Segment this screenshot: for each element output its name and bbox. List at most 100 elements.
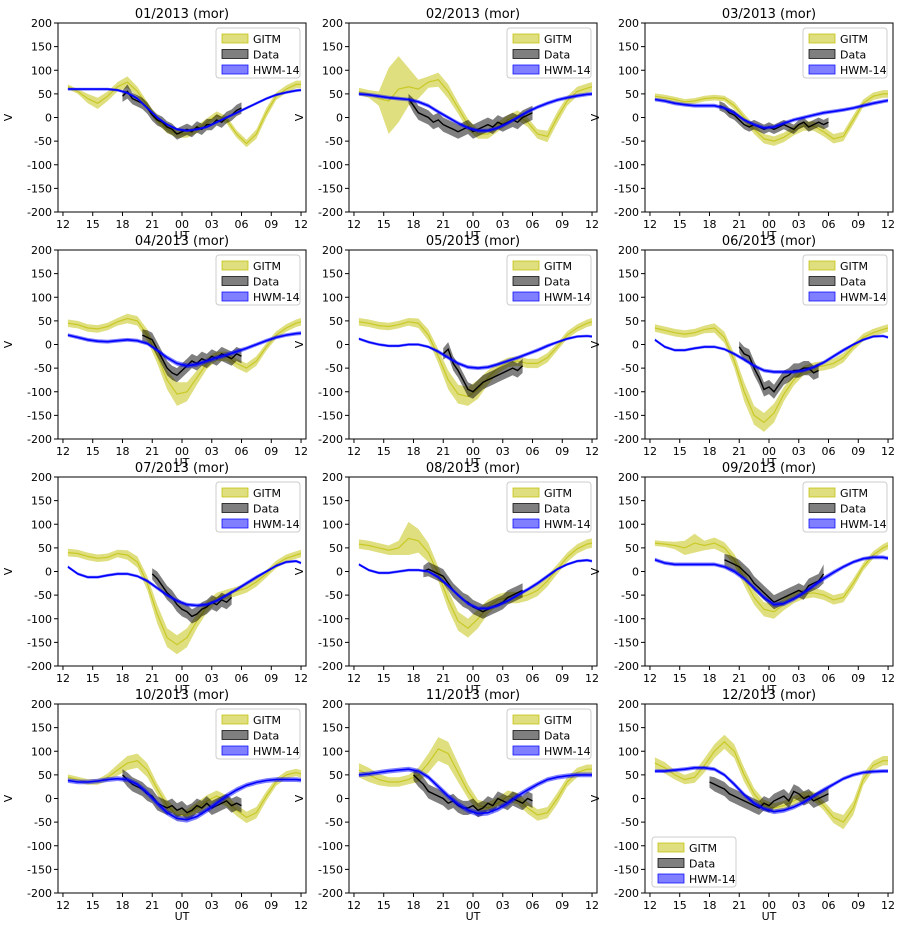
legend-swatch-gitm xyxy=(512,487,540,498)
x-tick-label: 12 xyxy=(56,672,70,685)
legend: GITM Data HWM-14 xyxy=(802,481,888,533)
legend-swatch-data xyxy=(221,503,249,513)
x-tick-label: 18 xyxy=(115,672,129,685)
x-tick-label: 21 xyxy=(436,899,450,912)
y-tick-label: 100 xyxy=(31,745,52,758)
y-tick-label: -50 xyxy=(325,816,343,829)
legend-label-data: Data xyxy=(544,503,570,516)
series-line-gitm xyxy=(654,327,889,424)
series-line-hwm-14 xyxy=(654,335,889,373)
legend-swatch-hwm-14 xyxy=(221,64,249,75)
y-tick-label: -100 xyxy=(27,159,52,172)
series-band-hwm-14 xyxy=(358,334,592,370)
legend-swatch-hwm-14 xyxy=(221,745,249,756)
x-tick-label: 18 xyxy=(406,445,420,458)
legend-swatch-gitm xyxy=(221,487,249,498)
y-tick-label: 200 xyxy=(618,244,639,257)
legend: GITM Data HWM-14 xyxy=(802,254,888,306)
y-tick-label: -50 xyxy=(34,362,52,375)
legend-swatch-hwm-14 xyxy=(808,518,836,529)
legend-label-hwm-14: HWM-14 xyxy=(253,745,300,758)
x-axis-label: UT xyxy=(466,456,481,469)
y-tick-label: 200 xyxy=(322,17,343,30)
x-tick-label: 18 xyxy=(702,672,716,685)
y-tick-label: 150 xyxy=(322,268,343,281)
legend-label-gitm: GITM xyxy=(253,33,281,46)
legend-label-gitm: GITM xyxy=(544,33,572,46)
x-tick-label: 03 xyxy=(205,218,219,231)
x-axis-label: UT xyxy=(466,910,481,923)
x-tick-label: 09 xyxy=(851,445,865,458)
series-band-gitm xyxy=(67,548,302,655)
x-tick-label: 15 xyxy=(377,672,391,685)
series-line-hwm-14 xyxy=(67,88,302,132)
x-tick-label: 09 xyxy=(851,218,865,231)
x-tick-label: 06 xyxy=(822,218,836,231)
y-tick-label: 200 xyxy=(31,471,52,484)
x-tick-label: 00 xyxy=(175,672,189,685)
y-axis-label: V xyxy=(589,113,602,121)
y-tick-label: 0 xyxy=(632,566,639,579)
x-tick-label: 06 xyxy=(822,899,836,912)
x-tick-label: 09 xyxy=(264,445,278,458)
legend-swatch-data xyxy=(221,276,249,286)
x-axis-label: UT xyxy=(175,229,190,242)
legend-label-hwm-14: HWM-14 xyxy=(689,873,736,886)
y-tick-label: 50 xyxy=(38,315,52,328)
panel-11: 11/2013 (mor) -200 -150 -100 -50 0 50 100 150 200… xyxy=(293,688,599,923)
y-tick-label: 0 xyxy=(336,566,343,579)
series-line-hwm-14 xyxy=(358,93,593,132)
series-band-data xyxy=(142,329,242,383)
x-tick-label: 09 xyxy=(555,899,569,912)
y-tick-label: 0 xyxy=(632,112,639,125)
x-tick-label: 06 xyxy=(526,218,540,231)
x-tick-label: 12 xyxy=(294,218,308,231)
x-axis-label: UT xyxy=(466,229,481,242)
legend-label-gitm: GITM xyxy=(840,33,868,46)
x-tick-label: 18 xyxy=(115,899,129,912)
panel-12: 12/2013 (mor) -200 -150 -100 -50 0 50 100 150 200… xyxy=(589,688,895,923)
legend-swatch-hwm-14 xyxy=(221,291,249,302)
x-tick-label: 12 xyxy=(56,218,70,231)
panel-10: 10/2013 (mor) -200 -150 -100 -50 0 50 100 150 200… xyxy=(2,688,308,923)
x-tick-label: 00 xyxy=(466,899,480,912)
series-line-gitm xyxy=(654,542,889,613)
legend-swatch-hwm-14 xyxy=(808,291,836,302)
y-tick-label: -100 xyxy=(614,840,639,853)
y-tick-label: -150 xyxy=(318,636,343,649)
legend-label-data: Data xyxy=(253,503,279,516)
legend-swatch-data xyxy=(512,276,540,286)
y-tick-label: -200 xyxy=(318,660,343,673)
legend-label-hwm-14: HWM-14 xyxy=(840,64,887,77)
x-tick-label: 06 xyxy=(235,899,249,912)
x-axis-label: UT xyxy=(762,229,777,242)
y-tick-label: -50 xyxy=(325,362,343,375)
x-tick-label: 15 xyxy=(673,899,687,912)
x-axis-label: UT xyxy=(466,683,481,696)
y-tick-label: 100 xyxy=(31,291,52,304)
y-tick-label: 150 xyxy=(31,268,52,281)
series-line-gitm xyxy=(654,93,888,142)
x-tick-label: 09 xyxy=(851,899,865,912)
legend-swatch-data xyxy=(808,49,836,59)
x-tick-label: 12 xyxy=(294,445,308,458)
x-tick-label: 03 xyxy=(205,445,219,458)
panel-title: 01/2013 (mor) xyxy=(135,7,229,22)
y-tick-label: 150 xyxy=(31,41,52,54)
y-tick-label: 50 xyxy=(329,542,343,555)
series-band-gitm xyxy=(67,76,302,148)
y-tick-label: -150 xyxy=(614,409,639,422)
legend-label-hwm-14: HWM-14 xyxy=(840,518,887,531)
series-line-gitm xyxy=(67,317,302,395)
x-tick-label: 12 xyxy=(881,218,895,231)
y-axis-label: V xyxy=(293,567,306,575)
y-tick-label: 50 xyxy=(329,769,343,782)
y-tick-label: 50 xyxy=(625,769,639,782)
legend-label-gitm: GITM xyxy=(544,260,572,273)
x-tick-label: 21 xyxy=(145,899,159,912)
x-tick-label: 18 xyxy=(702,445,716,458)
y-tick-label: 100 xyxy=(618,291,639,304)
y-tick-label: -100 xyxy=(318,840,343,853)
panel-title: 10/2013 (mor) xyxy=(135,688,229,703)
series-line-hwm-14 xyxy=(358,559,593,610)
